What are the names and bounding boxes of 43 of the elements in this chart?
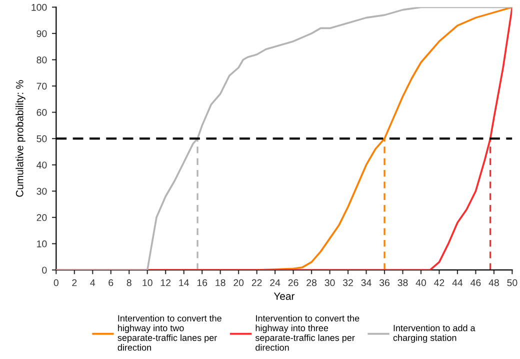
x-tick-label: 26 bbox=[288, 279, 298, 286]
legend-label: Intervention to convert the highway into two separate-traffic lanes per direction bbox=[118, 314, 222, 351]
x-tick-label: 10 bbox=[142, 279, 152, 286]
x-tick-label: 34 bbox=[361, 279, 372, 286]
x-tick-label: 16 bbox=[197, 279, 208, 286]
x-tick-label: 6 bbox=[108, 279, 114, 286]
y-tick-label: 70 bbox=[36, 82, 47, 90]
x-tick-label: 22 bbox=[252, 279, 262, 286]
x-tick-label: 30 bbox=[324, 279, 335, 286]
x-tick-label: 48 bbox=[488, 279, 499, 286]
y-tick-label: 80 bbox=[36, 56, 47, 64]
x-tick-label: 20 bbox=[234, 279, 244, 286]
x-tick-label: 8 bbox=[126, 279, 132, 286]
legend-label: Intervention to add a charging station bbox=[393, 324, 476, 343]
x-tick-label: 38 bbox=[398, 279, 408, 286]
x-tick-label: 44 bbox=[452, 279, 463, 286]
x-tick-label: 42 bbox=[434, 279, 444, 286]
x-tick-label: 46 bbox=[470, 279, 481, 286]
y-tick-label: 100 bbox=[32, 4, 47, 11]
y-tick-label: 90 bbox=[36, 30, 47, 38]
y-tick-label: 50 bbox=[36, 135, 47, 142]
y-tick-label: 20 bbox=[36, 214, 47, 222]
x-tick-label: 40 bbox=[416, 279, 426, 286]
x-tick-label: 12 bbox=[160, 279, 171, 286]
x-tick-label: 4 bbox=[90, 279, 96, 286]
x-tick-label: 32 bbox=[342, 279, 353, 286]
y-axis-title: Cumulative probability: % bbox=[16, 80, 26, 197]
x-tick-label: 0 bbox=[54, 279, 58, 286]
x-tick-label: 36 bbox=[379, 279, 390, 286]
x-tick-label: 14 bbox=[179, 279, 189, 286]
y-tick-label: 30 bbox=[36, 188, 47, 195]
line-series bbox=[56, 7, 512, 270]
x-tick-label: 50 bbox=[507, 279, 518, 286]
y-tick-label: 0 bbox=[42, 266, 47, 274]
y-tick-label: 40 bbox=[36, 162, 47, 168]
x-tick-label: 18 bbox=[216, 279, 226, 286]
x-tick-label: 2 bbox=[72, 279, 77, 286]
y-tick-label: 60 bbox=[36, 109, 47, 116]
x-axis-title: Year bbox=[274, 292, 295, 300]
x-tick-label: 28 bbox=[306, 279, 317, 286]
x-tick-label: 24 bbox=[270, 279, 280, 286]
y-tick-label: 10 bbox=[37, 240, 47, 248]
legend-label: Intervention to convert the highway into three separate-traffic lanes per direction bbox=[255, 314, 360, 351]
